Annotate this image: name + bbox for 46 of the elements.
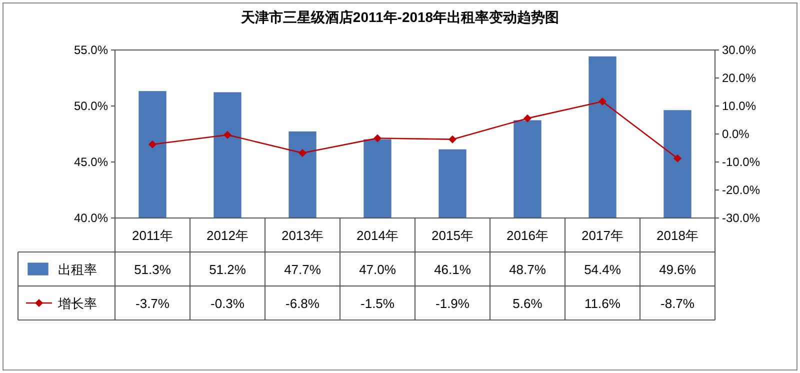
data-label: 54.4% xyxy=(584,262,622,277)
y-tick-label: 40.0% xyxy=(74,211,108,225)
data-label: -0.3% xyxy=(210,296,245,311)
point xyxy=(298,149,306,158)
point xyxy=(524,114,532,122)
y-tick-label: 55.0% xyxy=(74,43,108,57)
point xyxy=(598,98,606,106)
data-label: 48.7% xyxy=(509,262,546,277)
point xyxy=(224,130,232,139)
data-label: 51.2% xyxy=(209,262,246,277)
data-label: 49.6% xyxy=(659,262,696,277)
point xyxy=(374,134,382,142)
y2-tick-label: 20.0% xyxy=(722,71,756,85)
x-tick-label: 2017年 xyxy=(582,228,624,243)
y2-tick-label: -20.0% xyxy=(722,183,760,197)
point xyxy=(148,140,156,148)
x-tick-label: 2011年 xyxy=(132,228,173,243)
data-label: 47.0% xyxy=(359,262,396,277)
data-label: -1.9% xyxy=(436,296,470,311)
data-label: -6.8% xyxy=(286,296,320,311)
legend-label: 增长率 xyxy=(57,296,97,311)
y-tick-label: 50.0% xyxy=(74,99,108,113)
y2-tick-label: 30.0% xyxy=(722,43,756,57)
y-tick-label: 45.0% xyxy=(74,155,108,169)
y2-tick-label: -10.0% xyxy=(722,155,760,169)
point xyxy=(674,154,682,162)
y2-tick-label: 0.0% xyxy=(722,127,750,141)
x-tick-label: 2015年 xyxy=(432,228,474,243)
data-label: -3.7% xyxy=(136,296,170,311)
legend-label: 出租率 xyxy=(58,262,97,277)
point xyxy=(448,135,456,144)
x-tick-label: 2016年 xyxy=(506,228,548,243)
data-label: 47.7% xyxy=(284,262,322,277)
data-label: 51.3% xyxy=(134,262,172,277)
data-label: 46.1% xyxy=(434,262,472,277)
x-tick-label: 2013年 xyxy=(282,228,324,243)
x-tick-label: 2018年 xyxy=(656,228,698,243)
data-label: -1.5% xyxy=(360,296,395,311)
y2-tick-label: -30.0% xyxy=(722,211,760,225)
data-label: -8.7% xyxy=(660,296,695,311)
y2-tick-label: 10.0% xyxy=(722,99,756,113)
data-label: 11.6% xyxy=(584,296,621,311)
x-tick-label: 2014年 xyxy=(356,228,398,243)
data-label: 5.6% xyxy=(512,296,543,311)
chart-title: 天津市三星级酒店2011年-2018年出租率变动趋势图 xyxy=(240,9,560,25)
x-tick-label: 2012年 xyxy=(206,228,248,243)
